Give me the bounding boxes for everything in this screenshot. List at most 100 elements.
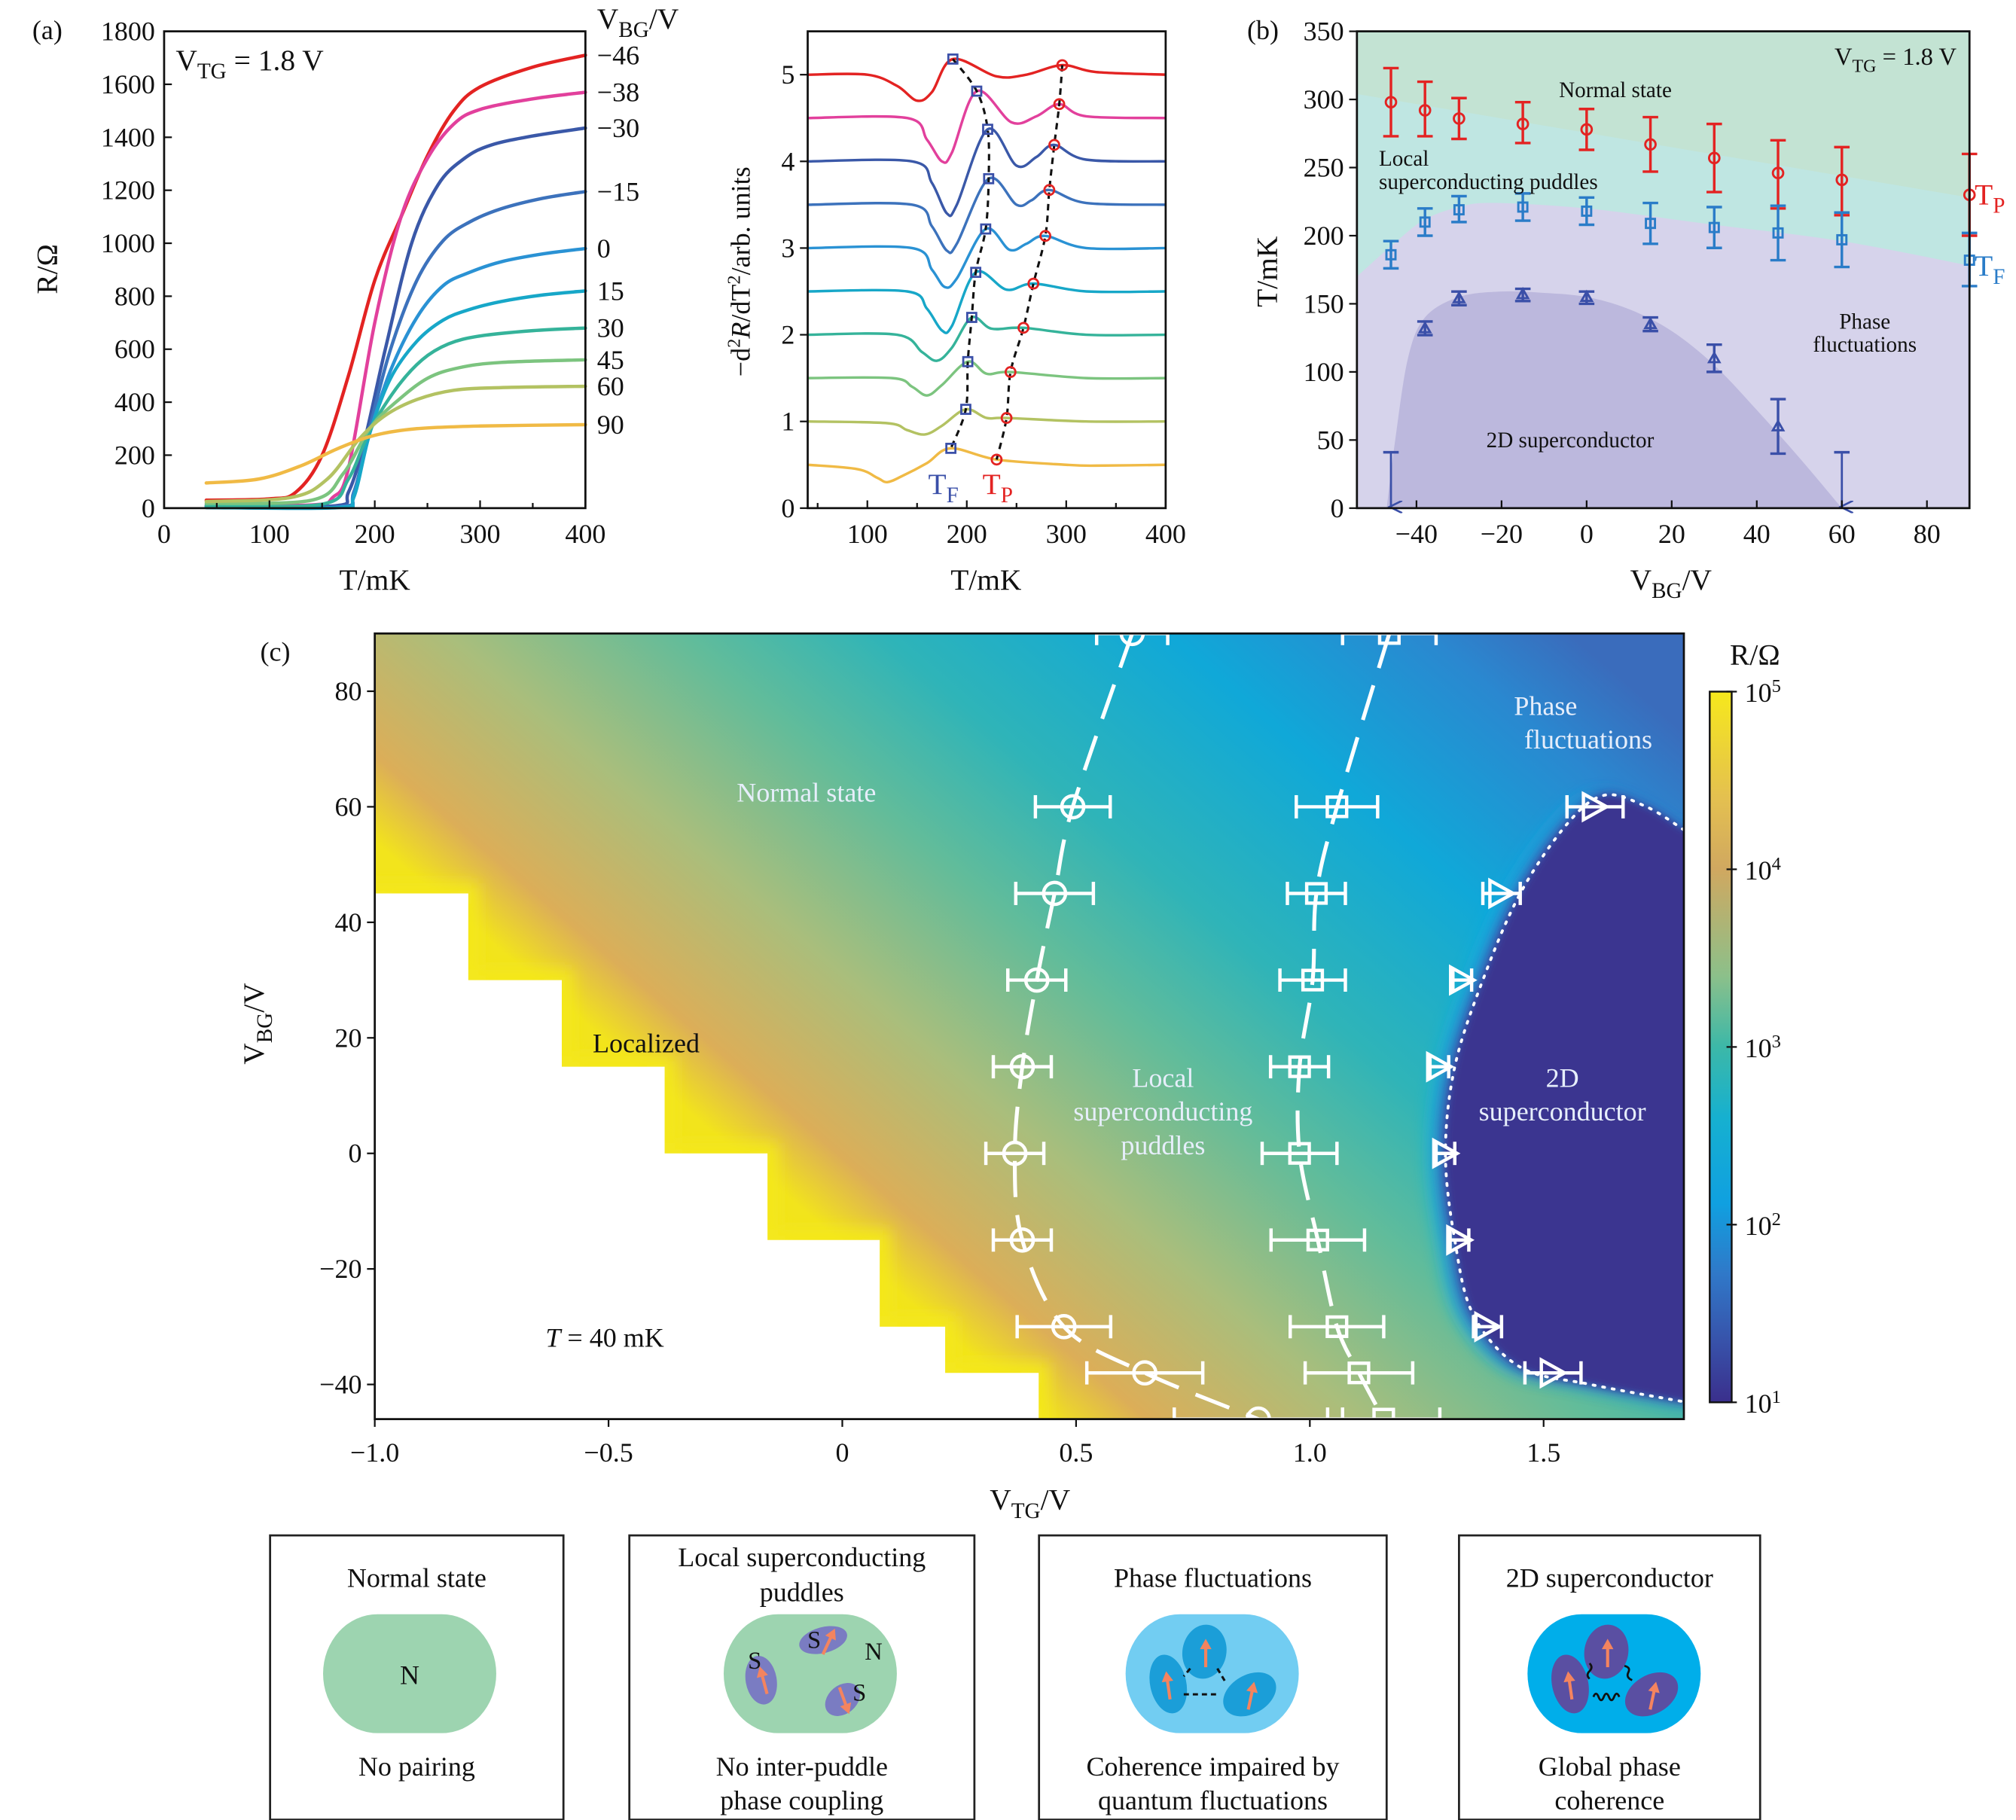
axes-frame [807,30,1167,510]
order-parameter-arrow-icon [1563,1671,1575,1700]
tf-point [1306,1228,1329,1251]
y-tick-label: 60 [334,791,361,822]
y-tick-label: −20 [319,1254,361,1284]
tf-point [1645,218,1657,230]
label-superconductor: superconductor [1479,1096,1646,1126]
colorbar-tick-label: 104 [1745,854,1781,886]
tp-marker [1017,322,1029,334]
x-tick-label: 100 [847,519,888,549]
rt-curve-vbg-60 [204,384,587,504]
d2r-curve [807,227,1166,289]
tp-point [1119,633,1145,647]
x-tick-label: 80 [1914,519,1941,549]
label-localized: Localized [593,1028,700,1058]
d2r-curve [807,316,1166,362]
y-tick-label: 400 [114,387,155,417]
d2r-curve [807,89,1166,164]
x-axis-label: T/mK [950,563,1022,596]
order-parameter-arrow-icon [1246,1681,1258,1710]
d2r-curve [807,447,1166,483]
y-tick-label: 1 [781,407,795,437]
phase-regions [1356,31,1970,508]
tp-label: TP [983,468,1013,508]
tf-point [1517,201,1529,213]
y-tick-label: 250 [1304,153,1344,183]
vbg-label: 15 [597,276,624,306]
y-tick-label: 800 [114,281,155,311]
x-tick-label: 300 [1046,519,1087,549]
puddle-label: S [807,1626,821,1654]
schematic-caption: No inter-puddle [716,1751,888,1782]
tp-marker [1048,139,1060,151]
y-tick-label: 200 [1304,221,1344,251]
x-tick-label: 0 [835,1437,849,1468]
vbg-label: −15 [597,176,639,206]
order-parameter-arrow-icon [1161,1671,1173,1700]
y-tick-label: 50 [1317,425,1344,455]
axes-frame [374,632,1685,1420]
x-tick-label: 1.5 [1526,1437,1560,1468]
tp-point [1009,1053,1035,1080]
label-normal-state: Normal state [1559,78,1672,102]
rt-curve-vbg-m30 [204,126,587,509]
order-parameter-arrow-icon [1648,1681,1660,1710]
tf-marker [962,355,974,367]
panel-c-heatmap: −1.0 −0.5 0 0.5 1.0 1.5 −40 −20 0 20 40 60 80 Normal … [237,632,1781,1523]
tf-point [1325,795,1349,819]
label-2d: 2D [1546,1063,1579,1093]
superconducting-puddle [745,1655,777,1705]
schematic-title: Phase fluctuations [1114,1563,1312,1593]
d2r-curve [807,407,1166,436]
normal-label: N [865,1639,883,1666]
arrow-head [1200,1639,1212,1650]
x-axis-label: T/mK [340,563,411,596]
tf-marker [983,172,995,184]
y-axis-label: R/Ω [31,244,64,294]
tf-point [1377,633,1401,645]
puddle-label: S [748,1648,761,1675]
tsc-point [1770,419,1786,431]
tp-marker [1056,59,1069,72]
y-tick-label: 1400 [101,122,155,152]
schematic-title: 2D superconductor [1506,1563,1713,1593]
tsc-point [1432,1137,1461,1169]
tf-label: TF [929,468,959,508]
rt-curve-vbg-m46 [204,53,587,502]
tp-point [1042,880,1068,907]
x-tick-label: 40 [1743,519,1770,549]
tf-marker [966,312,978,323]
axes-frame [1356,30,1971,510]
x-tick-label: −1.0 [350,1437,399,1468]
y-tick-label: 2 [781,320,795,350]
rt-curve-vbg-90 [204,422,587,485]
y-axis-label: −d2R/dT2/arb. units [724,166,756,376]
tp-marker [1043,184,1056,197]
tp-point [1002,1140,1028,1166]
d2r-curve [807,360,1166,397]
schematic-caption: Global phase [1539,1751,1681,1782]
tf-marker [971,85,983,97]
tf-point [1288,1142,1311,1165]
y-tick-label: 0 [142,493,155,523]
arrow-head [1161,1671,1173,1683]
tp-series-label: TP [1975,178,2005,218]
tp-point [1051,1314,1077,1340]
rt-curve-vbg-30 [204,326,587,508]
sc-boundary-dotted-line [1444,793,1684,1404]
schematic-1: Normal state No pairing N [269,1534,565,1820]
colorbar-tick-label: 105 [1745,676,1781,709]
x-tick-label: 1.0 [1293,1437,1327,1468]
sample-contents [1551,1624,1679,1717]
tsc-point [1581,791,1611,823]
y-tick-label: 300 [1304,84,1344,114]
schematic-3: Phase fluctuations Coherence impaired byq… [1038,1534,1388,1820]
label-normal-state: Normal state [737,777,876,807]
schematic-2: Local superconducting puddles No inter-pud… [628,1534,976,1820]
superconducting-puddle [1223,1672,1276,1717]
panel-a-second-derivative: 100 200 300 400 0 1 2 3 4 5 TF TP T/mK −d2R/dT2/arb. … [724,30,1186,596]
arrow-head [756,1666,768,1678]
colorbar-label: R/Ω [1730,638,1780,671]
